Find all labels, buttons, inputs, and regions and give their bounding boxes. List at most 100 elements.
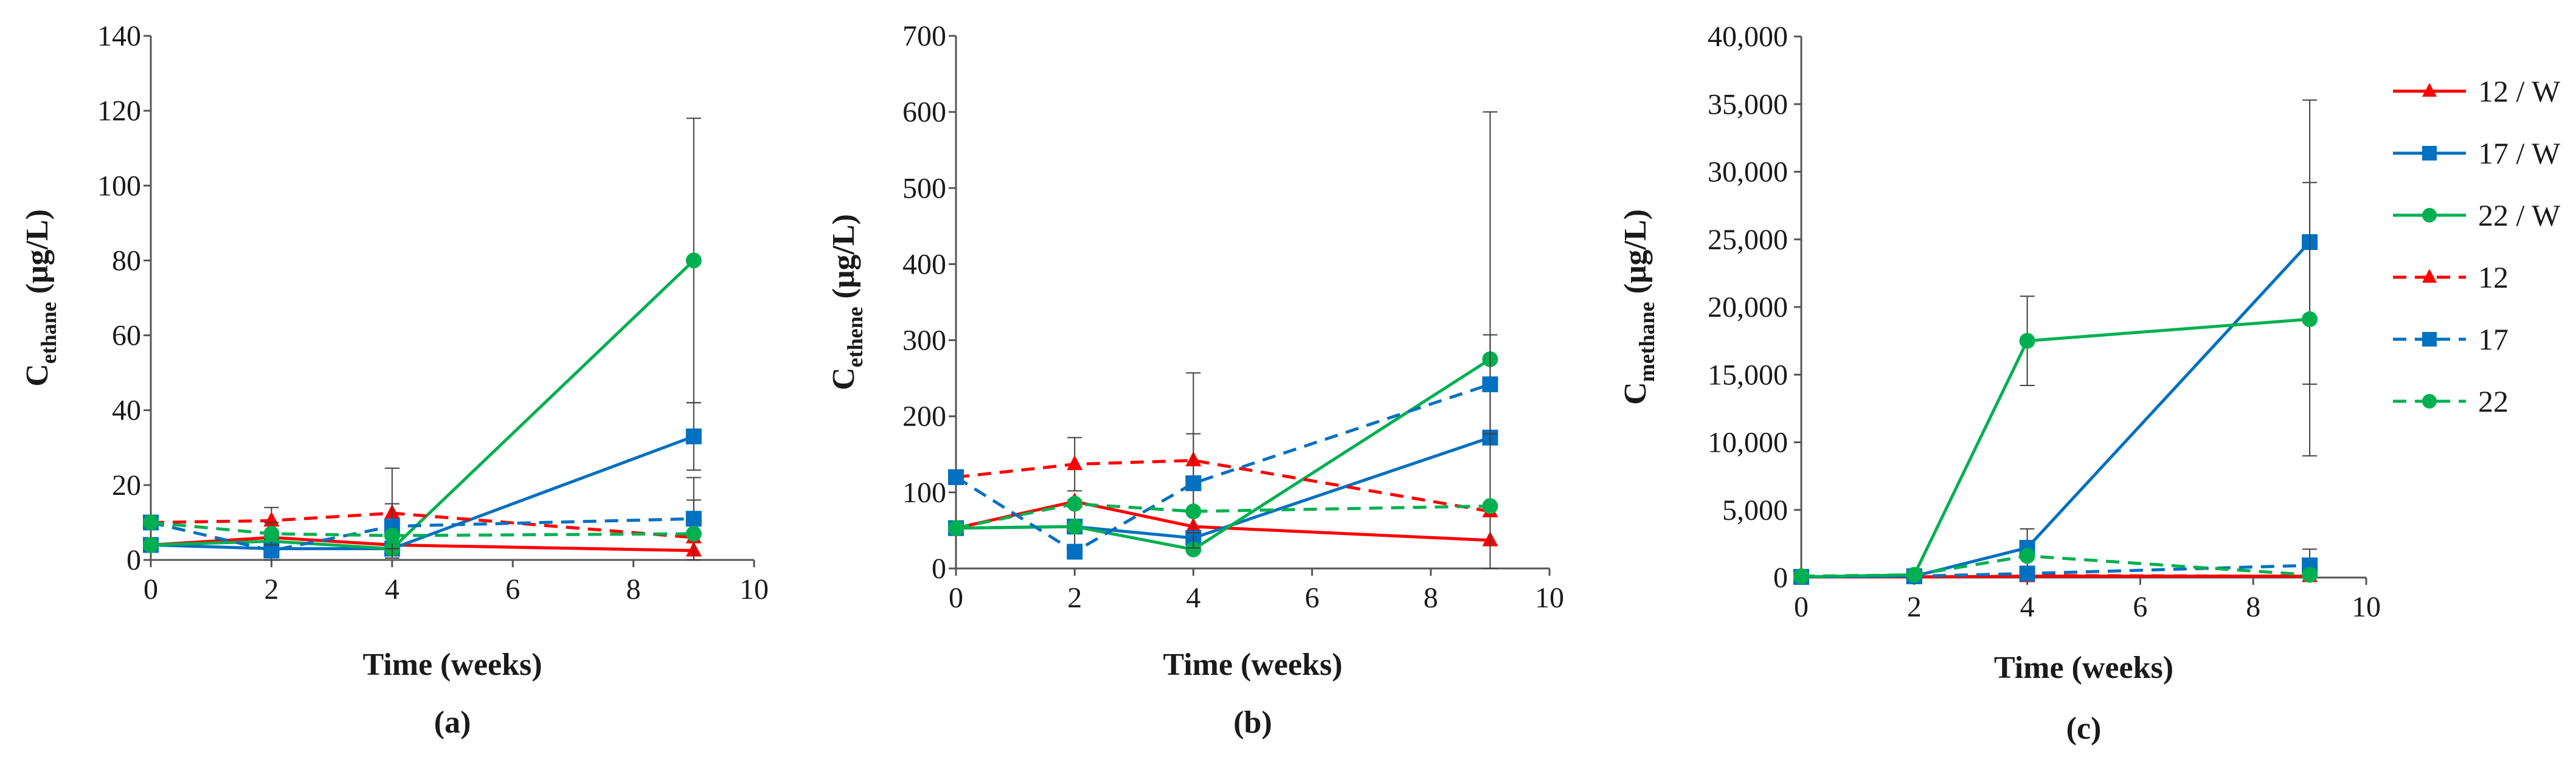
series-line [955,500,1491,542]
x-tick-label: 6 [1305,582,1320,614]
y-tick-label: 200 [902,401,946,433]
series-line [150,259,695,551]
x-tick-label: 0 [949,582,963,614]
x-tick-label: 6 [2133,591,2147,623]
y-tick-label: 20,000 [1708,291,1788,323]
x-tick-label: 10 [2352,591,2381,623]
chart-panel-a: 0 20 40 60 80 100 120 140 0 2 4 6 8 10 Time (weeks) Cet… [20,20,769,740]
data-point [1482,498,1498,514]
panel-label: (c) [2066,711,2102,746]
x-tick-label: 2 [1067,582,1082,614]
y-tick-label: 0 [932,553,946,585]
chart-panel-c: 0 5,000 10,000 15,000 20,000 25,000 30,000 35,0… [1618,21,2381,746]
series-line [150,517,694,553]
x-tick-label: 2 [264,573,279,606]
y-tick-label: 40 [112,395,141,427]
series-line [1801,241,2311,579]
data-point [1482,376,1498,393]
series-line [150,536,694,553]
series-line [955,382,1491,554]
y-tick-label: 20 [112,469,141,502]
data-point [1906,567,1922,583]
chart-panel-b: 0 100 200 300 400 500 600 700 0 2 4 6 8 10 Time (weeks… [826,20,1564,740]
data-point [1067,544,1083,560]
legend-label: 22 [2478,384,2508,418]
x-axis-title: Time (weeks) [1994,651,2173,685]
series-line [955,357,1491,551]
x-axis-title: Time (weeks) [1163,647,1342,682]
x-tick-label: 0 [144,573,158,606]
data-point [384,527,400,544]
x-tick-label: 6 [505,573,520,606]
legend-item: 17 [2393,322,2508,356]
y-tick-label: 40,000 [1708,21,1788,53]
series-12-W [948,492,1498,547]
legend-label: 17 [2478,322,2508,356]
data-point [1185,475,1202,491]
y-tick-label: 700 [902,20,946,52]
x-tick-label: 2 [1907,591,1922,623]
series-line [150,435,694,551]
x-tick-label: 8 [1424,582,1438,614]
data-point [685,525,702,542]
y-tick-label: 100 [902,477,946,509]
data-point [2302,567,2318,583]
y-axis-title: Cmethane (μg/L) [1618,209,1659,405]
series-22 [143,514,702,546]
series-22-W [1793,182,2318,585]
data-point [2019,565,2035,582]
y-tick-label: 600 [902,96,946,128]
x-tick-label: 4 [2020,591,2035,623]
x-tick-label: 8 [626,573,641,606]
y-tick-label: 120 [97,95,141,127]
data-point [1793,568,1809,584]
y-tick-label: 140 [97,20,141,52]
x-tick-label: 0 [1794,591,1809,623]
y-tick-label: 400 [902,248,946,280]
y-tick-label: 500 [902,172,946,204]
legend-marker [2422,394,2437,409]
y-tick-label: 300 [902,325,946,357]
y-tick-label: 0 [1773,562,1788,594]
series-line [955,436,1491,540]
legend-label: 12 / W [2478,74,2561,108]
data-point [143,514,159,531]
legend-item: 17 / W [2393,136,2561,170]
data-point [1185,503,1202,520]
y-tick-label: 80 [112,244,141,277]
data-point [1067,495,1083,512]
legend-marker [2422,146,2437,161]
data-point [2302,311,2318,328]
series-line [150,520,694,537]
legend-item: 12 [2393,260,2508,294]
series-17-W [1793,99,2318,585]
legend-label: 17 / W [2478,136,2561,170]
x-axis-title: Time (weeks) [362,647,542,682]
legend-marker [2422,269,2437,283]
data-point [948,469,964,485]
x-tick-label: 4 [1186,582,1200,614]
data-point [685,511,702,527]
series-22 [948,495,1498,536]
y-tick-label: 30,000 [1708,156,1788,188]
y-tick-label: 10,000 [1708,427,1788,459]
series-22 [1793,548,2318,584]
y-tick-label: 35,000 [1708,88,1788,120]
y-axis-title: Cethene (μg/L) [826,214,867,390]
legend-item: 12 / W [2393,74,2561,108]
legend-marker [2422,208,2437,223]
y-tick-label: 100 [97,170,141,202]
y-tick-label: 5,000 [1722,494,1788,527]
y-tick-label: 0 [126,544,141,576]
data-point [1185,541,1202,558]
series-line [1801,317,2310,579]
x-tick-label: 10 [739,573,769,606]
series-17-W [948,429,1498,554]
x-tick-label: 4 [385,573,400,606]
y-tick-label: 60 [112,320,141,352]
legend-label: 12 [2478,260,2508,294]
panel-label: (a) [434,705,471,740]
series-line [955,458,1491,513]
legend-marker [2422,83,2437,97]
